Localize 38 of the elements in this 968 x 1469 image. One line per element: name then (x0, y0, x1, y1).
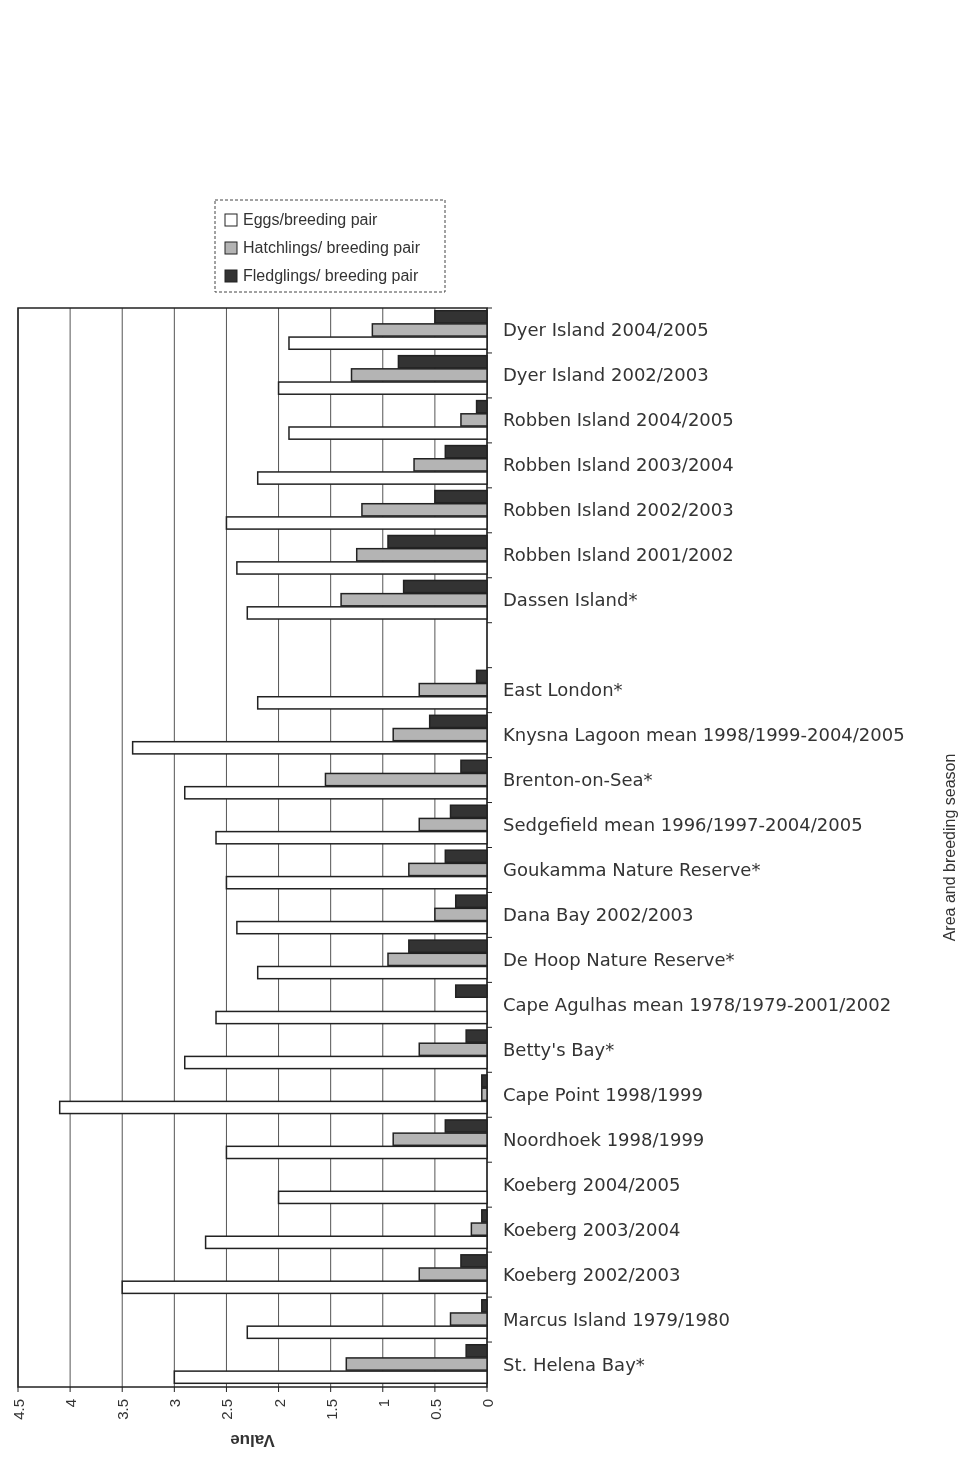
x-tick-label: 4.5 (10, 1399, 27, 1420)
y-tick-label: De Hoop Nature Reserve* (503, 948, 735, 970)
y-tick-label: Robben Island 2001/2002 (503, 544, 734, 566)
y-tick-label: Koeberg 2002/2003 (503, 1263, 681, 1285)
y-tick-label: Goukamma Nature Reserve* (503, 858, 761, 880)
x-tick-label: 2.5 (218, 1399, 236, 1420)
y-tick-label: Robben Island 2004/2005 (503, 409, 734, 431)
y-tick-label: Knysna Lagoon mean 1998/1999-2004/2005 (503, 724, 905, 746)
x-tick-label: 1 (374, 1399, 392, 1408)
y-tick-label: Koeberg 2004/2005 (503, 1173, 681, 1195)
y-tick-label: Koeberg 2003/2004 (503, 1218, 681, 1240)
x-axis-title: Value (230, 1431, 275, 1450)
y-tick-label: Brenton-on-Sea* (503, 769, 653, 791)
y-tick-label: Cape Point 1998/1999 (503, 1083, 703, 1105)
y-tick-label: Marcus Island 1979/1980 (503, 1308, 730, 1330)
y-tick-label: Dyer Island 2004/2005 (503, 319, 709, 341)
legend-label: Fledglings/ breeding pair (243, 267, 419, 284)
y-tick-label: Sedgefield mean 1996/1997-2004/2005 (503, 814, 863, 836)
legend-label: Hatchlings/ breeding pair (243, 239, 421, 256)
y-tick-label: Dyer Island 2002/2003 (503, 364, 709, 386)
x-tick-label: 3.5 (114, 1399, 132, 1420)
y-tick-label: Dana Bay 2002/2003 (503, 903, 694, 925)
x-tick-label: 1.5 (322, 1399, 340, 1420)
legend-label: Eggs/breeding pair (243, 211, 378, 228)
y-tick-label: St. Helena Bay* (503, 1353, 645, 1375)
x-tick-label: 4 (62, 1399, 80, 1408)
x-tick-label: 0.5 (426, 1399, 444, 1420)
x-tick-label: 2 (270, 1399, 288, 1408)
y-tick-label: Robben Island 2002/2003 (503, 499, 734, 521)
y-tick-label: Robben Island 2003/2004 (503, 454, 734, 476)
y-tick-label: Dassen Island* (503, 589, 638, 611)
y-tick-label: Cape Agulhas mean 1978/1979-2001/2002 (503, 993, 892, 1015)
x-tick-label: 3 (166, 1399, 184, 1408)
y-axis-title: Area and breeding season (941, 753, 958, 942)
y-tick-label: Betty's Bay* (503, 1038, 615, 1060)
y-tick-label: East London* (503, 679, 623, 701)
y-tick-label: Noordhoek 1998/1999 (503, 1128, 705, 1150)
x-tick-label: 0 (479, 1399, 496, 1408)
